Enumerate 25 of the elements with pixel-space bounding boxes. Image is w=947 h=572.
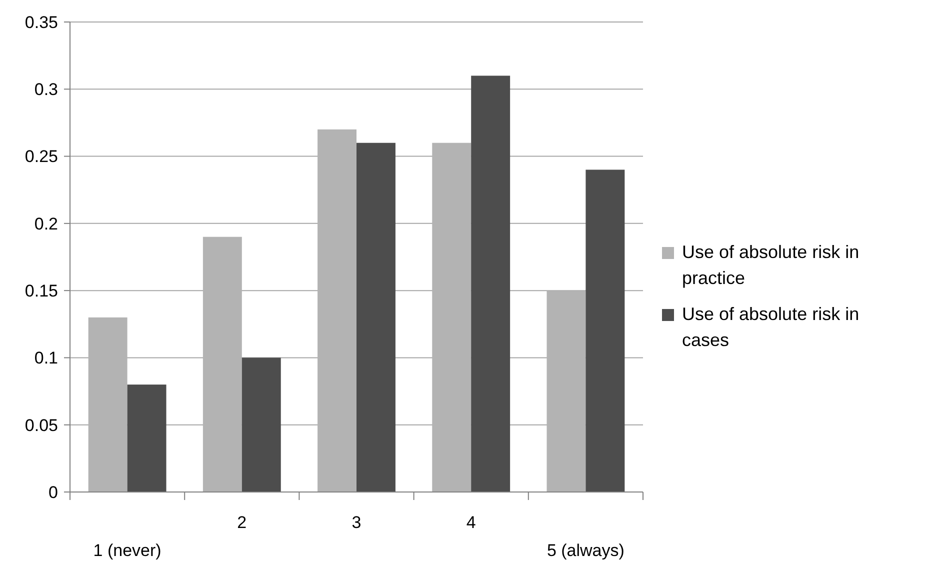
x-tick-label: 1 (never): [93, 541, 162, 560]
bar: [202, 236, 242, 492]
x-tick-label: 2: [237, 513, 247, 532]
x-tick-label: 4: [466, 513, 476, 532]
x-tick-label: 5 (always): [546, 541, 624, 560]
y-tick-label: 0.15: [24, 282, 58, 301]
bar: [546, 290, 586, 492]
y-tick-label: 0: [48, 482, 58, 502]
y-tick-label: 0.25: [24, 147, 58, 166]
y-tick-label: 0.2: [34, 214, 58, 234]
bar: [586, 170, 625, 492]
y-tick-label: 0.1: [34, 348, 58, 368]
x-tick-label: 3: [352, 513, 362, 532]
legend-label: Use of absolute risk in cases: [682, 304, 860, 350]
bar: [318, 129, 356, 492]
bar: [471, 76, 510, 492]
bar: [356, 142, 396, 492]
y-tick-label: 0.3: [34, 80, 58, 100]
y-tick-label: 0.35: [24, 12, 58, 32]
legend-label: Use of absolute risk in practice: [682, 242, 860, 288]
bar: [432, 142, 472, 492]
bar: [127, 384, 166, 492]
bar: [88, 317, 128, 492]
y-tick-label: 0.05: [24, 416, 58, 435]
bar: [242, 358, 281, 492]
